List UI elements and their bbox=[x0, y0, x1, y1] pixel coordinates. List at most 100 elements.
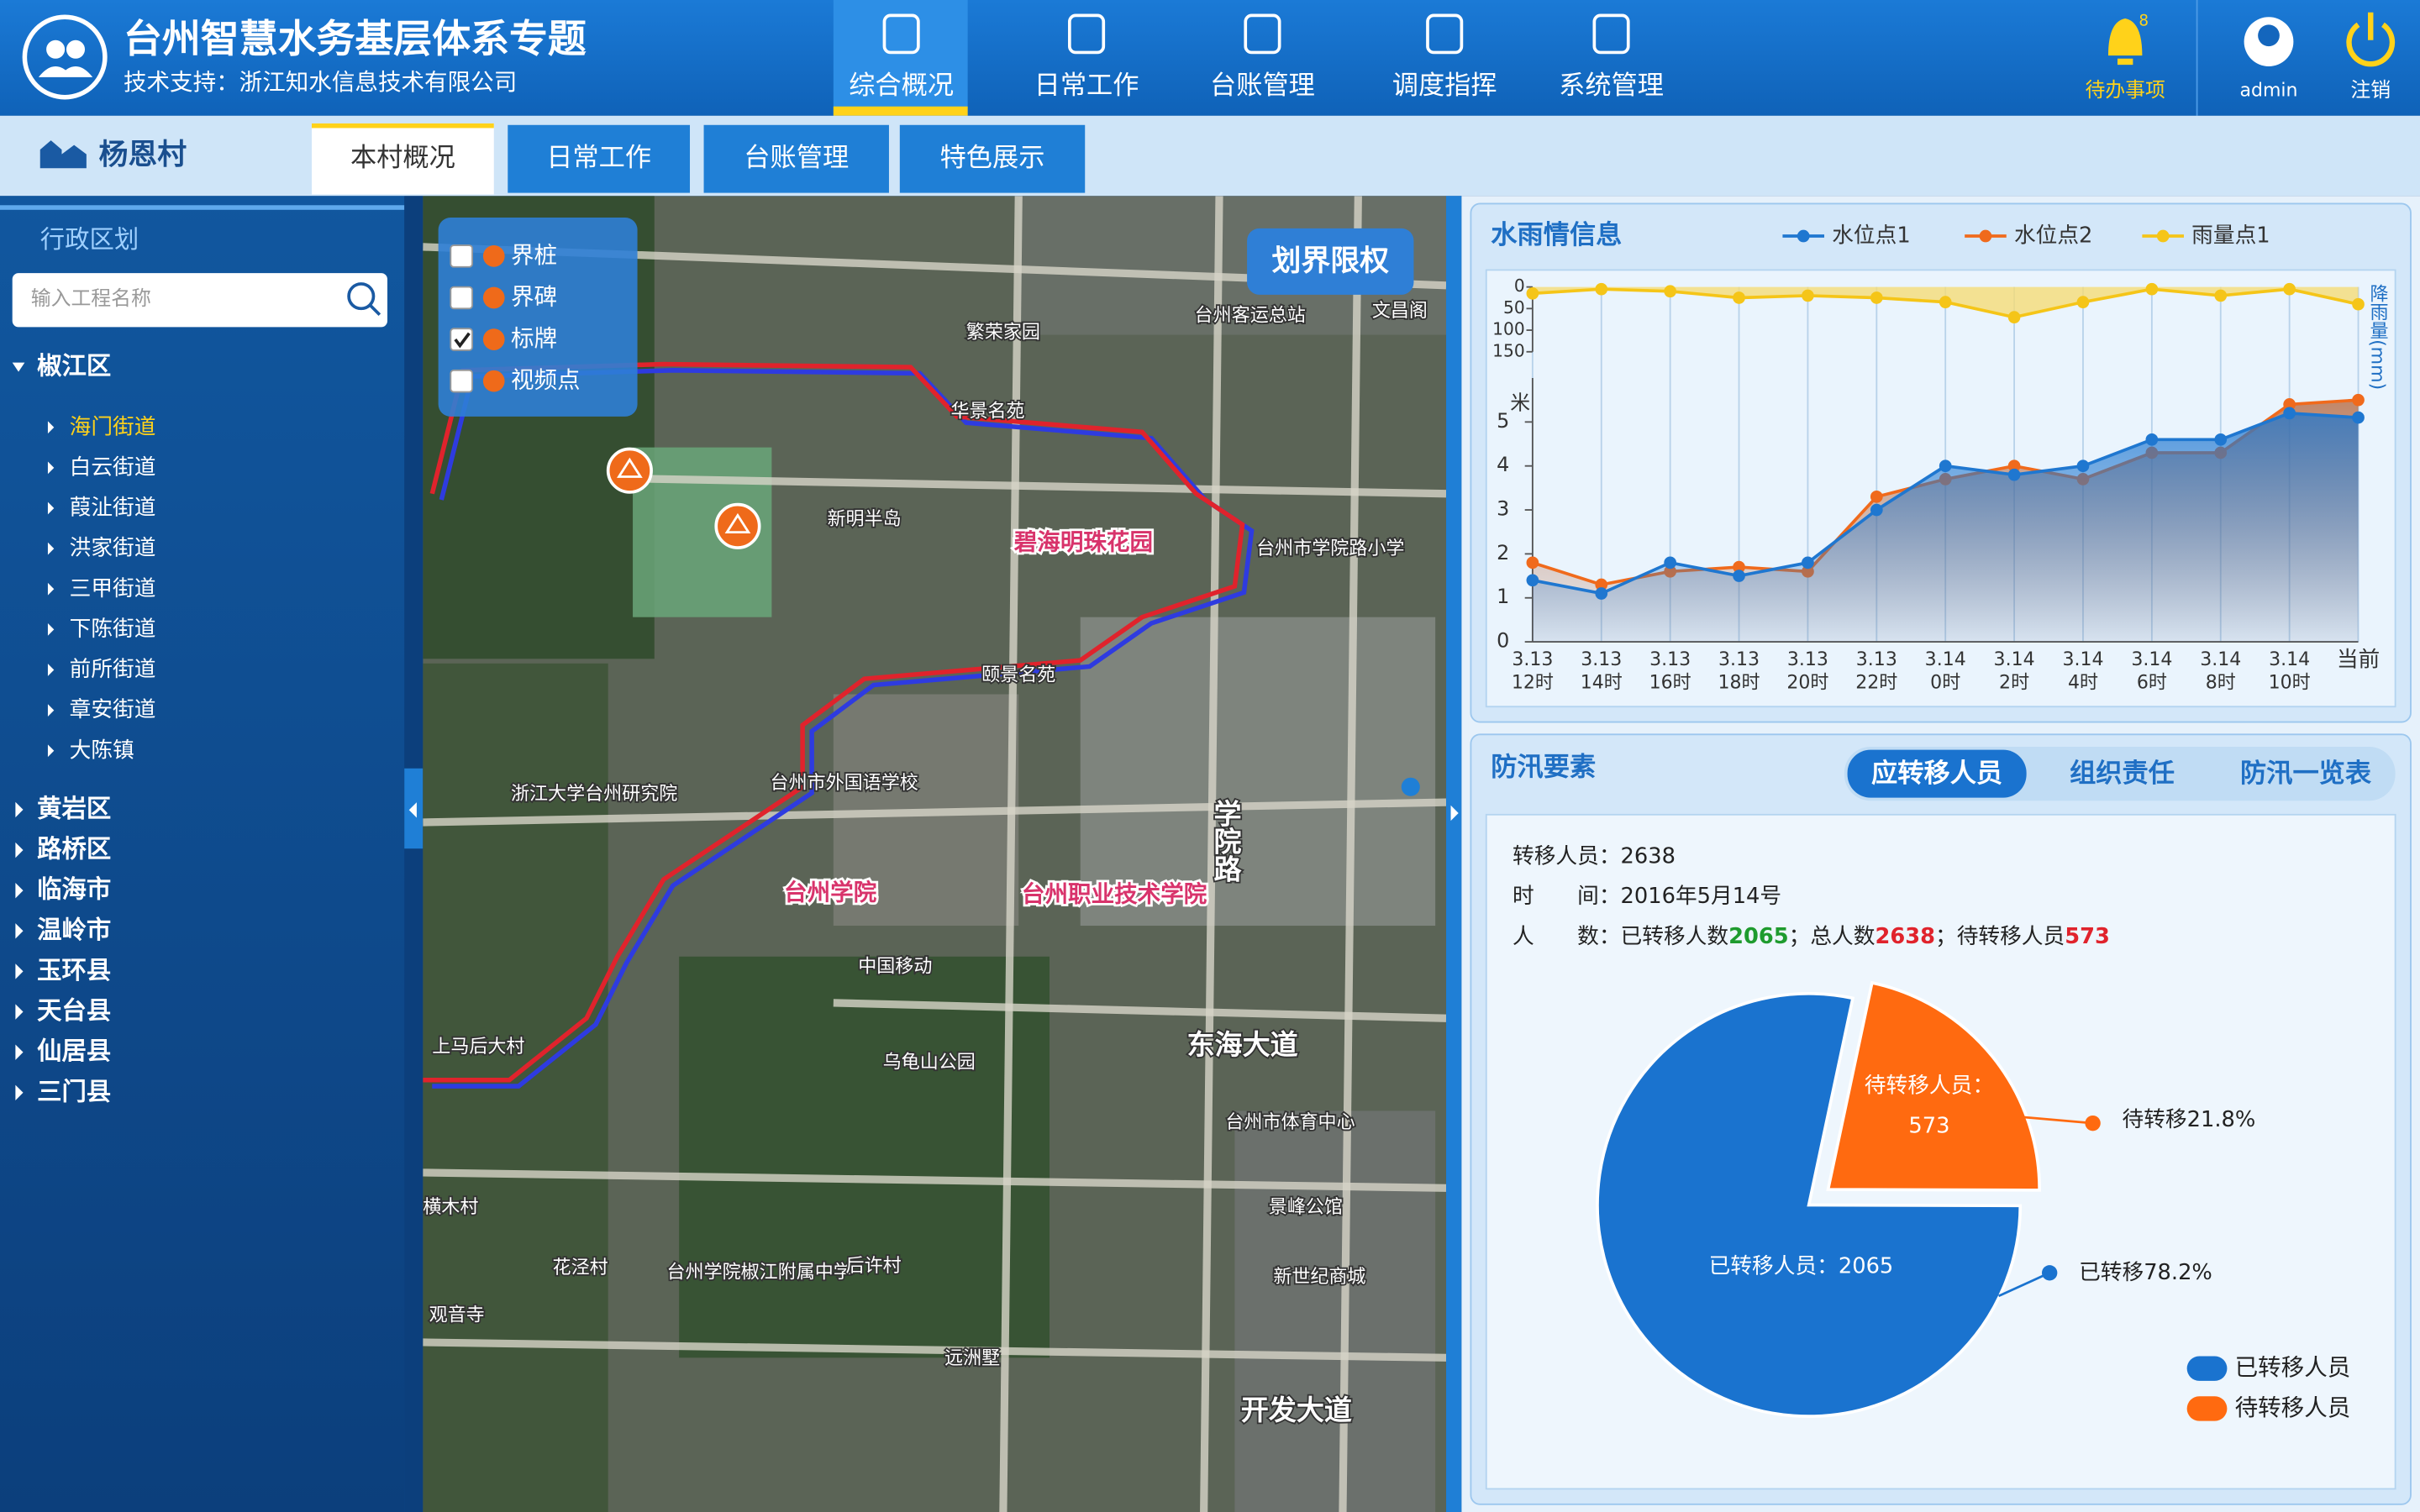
legend-label: 水位点2 bbox=[2014, 223, 2092, 249]
layer-toggle[interactable]: 标牌 bbox=[450, 325, 557, 352]
pie-outer-label: 待转移21.8% bbox=[2123, 1107, 2256, 1132]
sign-marker-icon bbox=[724, 512, 751, 534]
child-arrow bbox=[47, 542, 55, 555]
data-point bbox=[1802, 289, 1814, 302]
map-label: 台州市体育中心 bbox=[1225, 1112, 1355, 1133]
legend-item[interactable]: 雨量点1 bbox=[2142, 223, 2270, 249]
data-point bbox=[2352, 297, 2365, 311]
pie-inner-label: 573 bbox=[1908, 1113, 1949, 1138]
bell-icon bbox=[2107, 18, 2143, 66]
tree-node[interactable]: 椒江区 bbox=[12, 352, 112, 381]
tree-node[interactable]: 三门县 bbox=[15, 1077, 111, 1105]
layer-icon bbox=[482, 370, 505, 392]
x-tick-label: 0时 bbox=[1930, 673, 1960, 694]
nav-icon bbox=[1068, 13, 1106, 55]
collapse-arrow bbox=[15, 842, 24, 858]
pie-legend-item[interactable]: 已转移人员 bbox=[2186, 1354, 2351, 1381]
tree-child[interactable]: 洪家街道 bbox=[47, 536, 156, 561]
map-label: 繁荣家园 bbox=[966, 323, 1040, 344]
tree-node[interactable]: 温岭市 bbox=[15, 916, 111, 944]
child-arrow bbox=[47, 623, 55, 636]
sub-tab[interactable]: 日常工作 bbox=[508, 124, 691, 193]
tree-child[interactable]: 白云街道 bbox=[47, 454, 156, 480]
data-point bbox=[1870, 503, 1883, 517]
y-tick-label: 2 bbox=[1497, 541, 1509, 564]
checkmark bbox=[454, 332, 471, 349]
x-tick-label: 3.13 bbox=[1649, 649, 1691, 670]
tree-child[interactable]: 章安街道 bbox=[47, 697, 156, 722]
data-point bbox=[2007, 459, 2021, 473]
tree-child[interactable]: 海门街道 bbox=[47, 414, 156, 439]
district-name: 三门县 bbox=[37, 1077, 111, 1105]
legend-item[interactable]: 水位点1 bbox=[1782, 223, 1911, 249]
tree-node[interactable]: 天台县 bbox=[15, 996, 111, 1025]
boundary-button[interactable]: 划界限权 bbox=[1247, 228, 1414, 295]
child-arrow bbox=[47, 582, 55, 596]
sub-tab[interactable]: 台账管理 bbox=[703, 124, 889, 193]
child-arrow bbox=[47, 461, 55, 475]
nav-label: 综合概况 bbox=[849, 71, 954, 101]
x-tick-label: 16时 bbox=[1649, 673, 1691, 694]
layer-toggle[interactable]: 界桩 bbox=[450, 242, 557, 269]
legend-dot bbox=[1979, 229, 1992, 243]
tree-node[interactable]: 黄岩区 bbox=[15, 794, 111, 822]
layer-toggle[interactable]: 界碑 bbox=[450, 283, 557, 310]
pie-legend-item[interactable]: 待转移人员 bbox=[2186, 1394, 2351, 1421]
tree-child[interactable]: 葭沚街道 bbox=[47, 496, 156, 521]
nav-label: 系统管理 bbox=[1559, 71, 1664, 101]
nav-item[interactable]: 综合概况 bbox=[833, 0, 968, 116]
legend-label: 已转移人员 bbox=[2235, 1354, 2351, 1381]
flood-tab[interactable]: 组织责任 bbox=[2070, 759, 2175, 789]
data-point bbox=[1664, 285, 1676, 298]
tree-child[interactable]: 大陈镇 bbox=[47, 738, 134, 763]
tree-node[interactable]: 临海市 bbox=[15, 875, 111, 904]
info-text: 已转移人数 bbox=[1621, 923, 1729, 948]
legend-item[interactable]: 水位点2 bbox=[1965, 223, 2092, 249]
tree-child[interactable]: 三甲街道 bbox=[47, 576, 156, 601]
y2-axis-label: 降雨量(mm) bbox=[2367, 284, 2388, 390]
tree-child[interactable]: 下陈街道 bbox=[47, 617, 156, 642]
data-point bbox=[1595, 282, 1608, 296]
sign-marker-icon bbox=[617, 457, 643, 478]
collapse-arrow bbox=[15, 1004, 24, 1020]
sub-tab[interactable]: 特色展示 bbox=[899, 124, 1086, 193]
layer-name: 界桩 bbox=[511, 242, 557, 269]
nav-item[interactable]: 台账管理 bbox=[1210, 13, 1315, 101]
tree-node[interactable]: 玉环县 bbox=[15, 956, 111, 984]
search-box[interactable]: 输入工程名称 bbox=[12, 273, 388, 328]
y2-tick-label: 50 bbox=[1503, 297, 1525, 318]
map-label: 浙江大学台州研究院 bbox=[511, 784, 677, 805]
data-point bbox=[2007, 468, 2021, 481]
map-road bbox=[1200, 196, 1223, 1512]
pie-leader-dot bbox=[2085, 1115, 2101, 1131]
sub-tab[interactable]: 本村概况 bbox=[312, 123, 494, 195]
x-tick-label: 4时 bbox=[2068, 673, 2098, 694]
layer-toggle[interactable]: 视频点 bbox=[450, 367, 581, 394]
tree-node[interactable]: 路桥区 bbox=[15, 835, 111, 864]
data-point bbox=[1664, 556, 1676, 570]
data-point bbox=[1733, 570, 1745, 582]
nav-item[interactable]: 日常工作 bbox=[1034, 13, 1139, 101]
map-label: 台州市外国语学校 bbox=[771, 773, 918, 794]
pie-inner-label: 已转移人员：2065 bbox=[1709, 1253, 1894, 1278]
layer-icon bbox=[482, 286, 505, 309]
flood-tab[interactable]: 应转移人员 bbox=[1847, 749, 2027, 798]
pie-slice bbox=[1596, 992, 2023, 1418]
street-name: 大陈镇 bbox=[70, 738, 134, 763]
nav-icon bbox=[1592, 13, 1630, 55]
nav-icon bbox=[1426, 13, 1464, 55]
street-name: 洪家街道 bbox=[70, 536, 156, 561]
data-point bbox=[2076, 296, 2090, 308]
app-subtitle: 技术支持：浙江知水信息技术有限公司 bbox=[124, 69, 517, 96]
x-tick-label: 3.13 bbox=[1512, 649, 1553, 670]
nav-item[interactable]: 系统管理 bbox=[1559, 13, 1664, 101]
nav-item[interactable]: 调度指挥 bbox=[1392, 13, 1497, 101]
child-arrow bbox=[47, 421, 55, 434]
tree-node[interactable]: 仙居县 bbox=[15, 1037, 111, 1065]
village-name: 杨恩村 bbox=[99, 139, 187, 172]
flood-tab[interactable]: 防汛一览表 bbox=[2240, 759, 2372, 789]
search-placeholder: 输入工程名称 bbox=[31, 286, 151, 310]
collapse-arrow bbox=[15, 1044, 24, 1060]
tree-child[interactable]: 前所街道 bbox=[47, 657, 156, 682]
district-name: 温岭市 bbox=[37, 916, 111, 944]
